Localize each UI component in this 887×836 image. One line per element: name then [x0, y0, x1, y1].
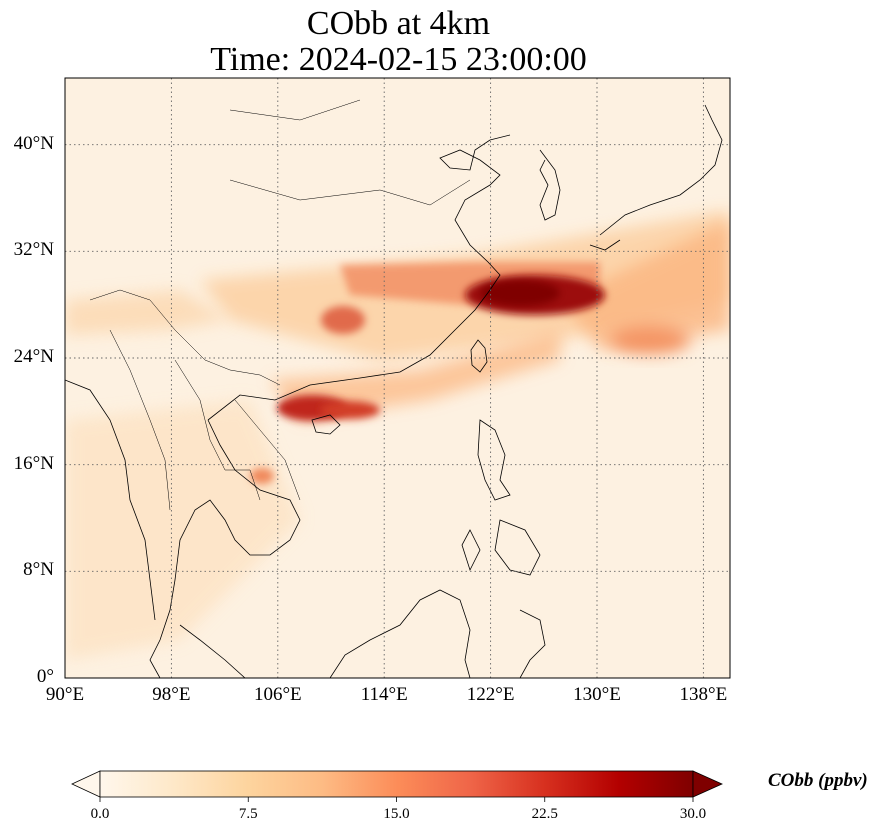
- coastline-japan: [589, 104, 723, 251]
- coastline-korea: [539, 149, 561, 221]
- coastline-indochina: [149, 419, 301, 678]
- plume-vietnam-patch: [250, 468, 274, 484]
- border-mongolia: [229, 99, 471, 206]
- coastline-hainan: [311, 414, 341, 435]
- plume-east-extension: [560, 220, 730, 350]
- coastlines: [65, 104, 723, 678]
- colorbar-tick-label: 0.0: [90, 806, 110, 822]
- lon-tick-label: 122°E: [466, 684, 515, 705]
- map-border: [64, 77, 731, 679]
- lat-tick-label: 0°: [36, 666, 54, 687]
- colorbar-extend-low: [71, 770, 101, 798]
- border-indochina-internal: [174, 359, 301, 501]
- lon-tick-label: 90°E: [45, 684, 85, 705]
- gridlines: [65, 78, 730, 678]
- coastline-philippines-luzon: [477, 419, 511, 501]
- colorbar-extend-high: [692, 770, 723, 798]
- coastline-sulawesi: [519, 609, 546, 678]
- coastline-china-east: [207, 134, 511, 421]
- border-myanmar: [109, 329, 171, 511]
- coastline-sumatra: [179, 624, 246, 678]
- lon-tick-label: 130°E: [573, 684, 621, 705]
- lon-tick-label: 138°E: [679, 684, 728, 705]
- coastline-taiwan: [470, 339, 488, 373]
- colorbar-label: CObb (ppbv): [768, 770, 868, 791]
- coastline-bay-of-bengal: [65, 379, 156, 621]
- lon-tick-label: 114°E: [360, 684, 408, 705]
- border-china-south: [89, 289, 281, 386]
- lat-tick-label: 8°N: [23, 559, 54, 581]
- colorbar-tick-label: 15.0: [383, 806, 410, 822]
- plume-gulf-hotspot: [320, 401, 380, 419]
- colorbar-tick-label: 22.5: [531, 806, 558, 822]
- colorbar-tick-marks: [99, 797, 694, 802]
- plume-core-center: [480, 280, 560, 306]
- country-borders: [89, 99, 471, 511]
- lon-tick-label: 106°E: [253, 684, 302, 705]
- coastline-borneo: [329, 589, 471, 678]
- plume-inland-patch: [321, 306, 365, 334]
- lat-tick-label: 40°N: [13, 132, 54, 154]
- plume-gulf-band: [270, 330, 560, 420]
- lon-tick-label: 98°E: [152, 684, 191, 705]
- colorbar-tick-label: 7.5: [238, 806, 258, 822]
- plume-west-band: [65, 290, 230, 335]
- coastline-philippines-south: [461, 519, 541, 576]
- lat-tick-label: 32°N: [13, 239, 54, 261]
- colorbar: [71, 770, 723, 802]
- plot-title-line1: CObb at 4km: [306, 5, 491, 42]
- plume-japan-offshore: [610, 326, 690, 354]
- colorbar-tick-label: 30.0: [679, 806, 707, 822]
- lat-tick-label: 24°N: [13, 346, 54, 367]
- colorbar-gradient: [99, 770, 694, 798]
- lat-tick-label: 16°N: [13, 452, 54, 474]
- plot-title-line2: Time: 2024-02-15 23:00:00: [210, 41, 587, 78]
